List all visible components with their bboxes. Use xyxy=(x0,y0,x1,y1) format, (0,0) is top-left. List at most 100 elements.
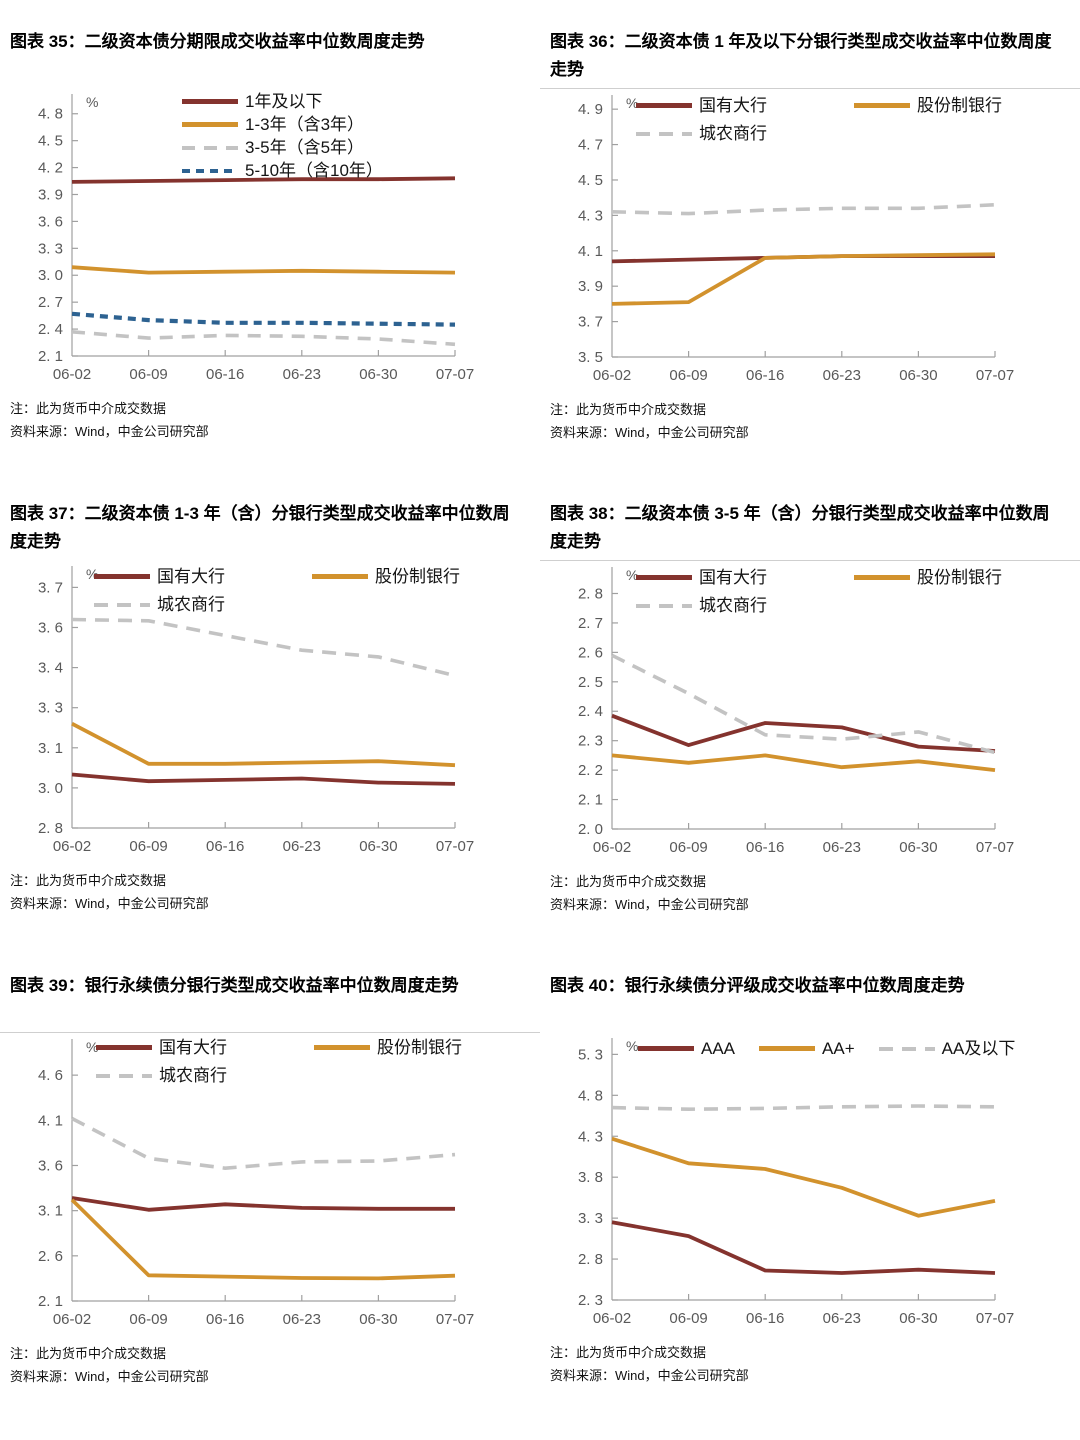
svg-text:2. 4: 2. 4 xyxy=(578,703,603,720)
source-line: 资料来源：Wind，中金公司研究部 xyxy=(550,424,749,440)
chart-area: 4. 9 4. 7 4. 5 4. 3 4. 1 3. 9 3. 7 3. 5 06-02 06-… xyxy=(540,88,1080,389)
svg-text:%: % xyxy=(86,566,98,582)
chart-area: 5. 3 4. 8 4. 3 3. 8 3. 3 2. 8 2. 3 06-02 06-09 06… xyxy=(540,1032,1080,1332)
source-line: 资料来源：Wind，中金公司研究部 xyxy=(10,1368,209,1384)
svg-text:%: % xyxy=(86,1039,98,1055)
svg-text:4. 9: 4. 9 xyxy=(578,101,603,118)
svg-text:06-09: 06-09 xyxy=(669,367,707,384)
svg-text:06-30: 06-30 xyxy=(899,1310,937,1327)
svg-text:4. 7: 4. 7 xyxy=(578,137,603,154)
chart-area: 2. 8 2. 7 2. 6 2. 5 2. 4 2. 3 2. 2 2. 1 2. 0 06-0… xyxy=(540,560,1080,861)
line-chart-svg: 2. 82. 72. 62. 52. 42. 32. 22. 12. 006-0… xyxy=(578,567,1014,856)
source-line: 资料来源：Wind，中金公司研究部 xyxy=(550,896,749,912)
source-line: 资料来源：Wind，中金公司研究部 xyxy=(550,1367,749,1383)
svg-text:2. 8: 2. 8 xyxy=(38,820,63,837)
svg-text:06-02: 06-02 xyxy=(53,366,91,383)
svg-text:2. 2: 2. 2 xyxy=(578,762,603,779)
svg-text:2. 6: 2. 6 xyxy=(38,1248,63,1265)
svg-text:3. 6: 3. 6 xyxy=(38,1157,63,1174)
svg-text:07-07: 07-07 xyxy=(436,1311,474,1328)
figure-37: 图表 37：二级资本债 1-3 年（含）分银行类型成交收益率中位数周度走势 3.… xyxy=(0,498,540,970)
figure-title: 图表 37：二级资本债 1-3 年（含）分银行类型成交收益率中位数周度走势 xyxy=(10,504,510,551)
svg-text:06-02: 06-02 xyxy=(593,839,631,856)
svg-text:4. 5: 4. 5 xyxy=(578,172,603,189)
svg-text:2. 8: 2. 8 xyxy=(578,585,603,602)
svg-text:3. 0: 3. 0 xyxy=(38,267,63,284)
svg-text:2. 5: 2. 5 xyxy=(578,674,603,691)
svg-text:3. 9: 3. 9 xyxy=(38,186,63,203)
figure-notes: 注：此为货币中介成交数据 资料来源：Wind，中金公司研究部 xyxy=(550,871,1080,917)
svg-text:3. 3: 3. 3 xyxy=(38,700,63,717)
svg-text:2. 0: 2. 0 xyxy=(578,821,603,838)
figure-35: 图表 35：二级资本债分期限成交收益率中位数周度走势 4. 8 4. 5 4. 2 3… xyxy=(0,26,540,498)
figure-title: 图表 39：银行永续债分银行类型成交收益率中位数周度走势 xyxy=(10,976,459,995)
svg-text:06-30: 06-30 xyxy=(899,367,937,384)
svg-text:5. 3: 5. 3 xyxy=(578,1046,603,1063)
svg-text:2. 4: 2. 4 xyxy=(38,321,63,338)
note-line: 注：此为货币中介成交数据 xyxy=(550,402,707,417)
svg-text:06-30: 06-30 xyxy=(359,366,397,383)
note-line: 注：此为货币中介成交数据 xyxy=(550,1345,707,1360)
svg-text:06-09: 06-09 xyxy=(669,839,707,856)
svg-text:06-30: 06-30 xyxy=(899,839,937,856)
note-line: 注：此为货币中介成交数据 xyxy=(550,874,707,889)
svg-text:06-16: 06-16 xyxy=(746,1310,784,1327)
chart-area: 4. 8 4. 5 4. 2 3. 9 3. 6 3. 3 3. 0 2. 7 2. 4 2. 1… xyxy=(0,88,540,388)
line-chart-svg: 4. 9 4. 7 4. 5 4. 3 4. 1 3. 9 3. 7 3. 506-02 06-… xyxy=(578,95,1014,384)
svg-text:3. 7: 3. 7 xyxy=(38,579,63,596)
svg-text:06-23: 06-23 xyxy=(823,839,861,856)
svg-text:3. 0: 3. 0 xyxy=(38,780,63,797)
svg-text:06-16: 06-16 xyxy=(746,839,784,856)
svg-text:2. 8: 2. 8 xyxy=(578,1251,603,1268)
line-chart-svg: 3. 7 3. 6 3. 4 3. 3 3. 1 3. 0 2. 806-02 06-09 06… xyxy=(38,566,474,855)
figure-notes: 注：此为货币中介成交数据 资料来源：Wind，中金公司研究部 xyxy=(10,398,540,444)
svg-text:%: % xyxy=(626,567,638,583)
svg-text:2. 1: 2. 1 xyxy=(38,348,63,365)
svg-text:06-23: 06-23 xyxy=(283,1311,321,1328)
line-chart-svg: 4. 8 4. 5 4. 2 3. 9 3. 6 3. 3 3. 0 2. 7 2. 4 2. 1… xyxy=(38,94,474,383)
figure-title: 图表 35：二级资本债分期限成交收益率中位数周度走势 xyxy=(10,32,425,51)
figure-38: 图表 38：二级资本债 3-5 年（含）分银行类型成交收益率中位数周度走势 2.… xyxy=(540,498,1080,970)
chart-area: 3. 7 3. 6 3. 4 3. 3 3. 1 3. 0 2. 8 06-02 06-09 06… xyxy=(0,560,540,860)
svg-text:3. 3: 3. 3 xyxy=(38,240,63,257)
note-line: 注：此为货币中介成交数据 xyxy=(10,873,167,888)
svg-text:%: % xyxy=(626,1038,638,1054)
svg-text:07-07: 07-07 xyxy=(976,839,1014,856)
svg-text:3. 4: 3. 4 xyxy=(38,660,63,677)
svg-text:2. 3: 2. 3 xyxy=(578,1292,603,1309)
svg-text:4. 1: 4. 1 xyxy=(38,1112,63,1129)
figure-title: 图表 40：银行永续债分评级成交收益率中位数周度走势 xyxy=(550,976,965,995)
svg-text:4. 5: 4. 5 xyxy=(38,133,63,150)
svg-text:06-16: 06-16 xyxy=(206,838,244,855)
svg-text:06-02: 06-02 xyxy=(53,1311,91,1328)
svg-text:06-09: 06-09 xyxy=(129,1311,167,1328)
svg-text:06-16: 06-16 xyxy=(746,367,784,384)
svg-text:%: % xyxy=(86,94,98,110)
svg-text:3. 6: 3. 6 xyxy=(38,619,63,636)
svg-text:4. 3: 4. 3 xyxy=(578,207,603,224)
figure-40: 图表 40：银行永续债分评级成交收益率中位数周度走势 5. 3 4. 8 4. 3 3… xyxy=(540,970,1080,1432)
svg-text:3. 6: 3. 6 xyxy=(38,213,63,230)
figure-36: 图表 36：二级资本债 1 年及以下分银行类型成交收益率中位数周度走势 4. 9… xyxy=(540,26,1080,498)
line-chart-svg: 4. 6 4. 1 3. 6 3. 1 2. 6 2. 106-02 06-09 06-16 0… xyxy=(38,1039,474,1328)
svg-text:4. 1: 4. 1 xyxy=(578,243,603,260)
svg-text:07-07: 07-07 xyxy=(976,1310,1014,1327)
svg-text:3. 9: 3. 9 xyxy=(578,278,603,295)
svg-text:06-23: 06-23 xyxy=(823,367,861,384)
svg-text:06-02: 06-02 xyxy=(593,1310,631,1327)
svg-text:4. 2: 4. 2 xyxy=(38,160,63,177)
svg-text:07-07: 07-07 xyxy=(436,366,474,383)
svg-text:06-09: 06-09 xyxy=(669,1310,707,1327)
svg-text:06-30: 06-30 xyxy=(359,838,397,855)
svg-text:2. 7: 2. 7 xyxy=(578,615,603,632)
svg-text:2. 3: 2. 3 xyxy=(578,733,603,750)
svg-text:4. 8: 4. 8 xyxy=(578,1087,603,1104)
svg-text:06-16: 06-16 xyxy=(206,1311,244,1328)
svg-text:07-07: 07-07 xyxy=(436,838,474,855)
svg-text:4. 3: 4. 3 xyxy=(578,1128,603,1145)
svg-text:3. 3: 3. 3 xyxy=(578,1210,603,1227)
svg-text:3. 5: 3. 5 xyxy=(578,349,603,366)
svg-text:06-16: 06-16 xyxy=(206,366,244,383)
figure-title: 图表 38：二级资本债 3-5 年（含）分银行类型成交收益率中位数周度走势 xyxy=(550,504,1050,551)
